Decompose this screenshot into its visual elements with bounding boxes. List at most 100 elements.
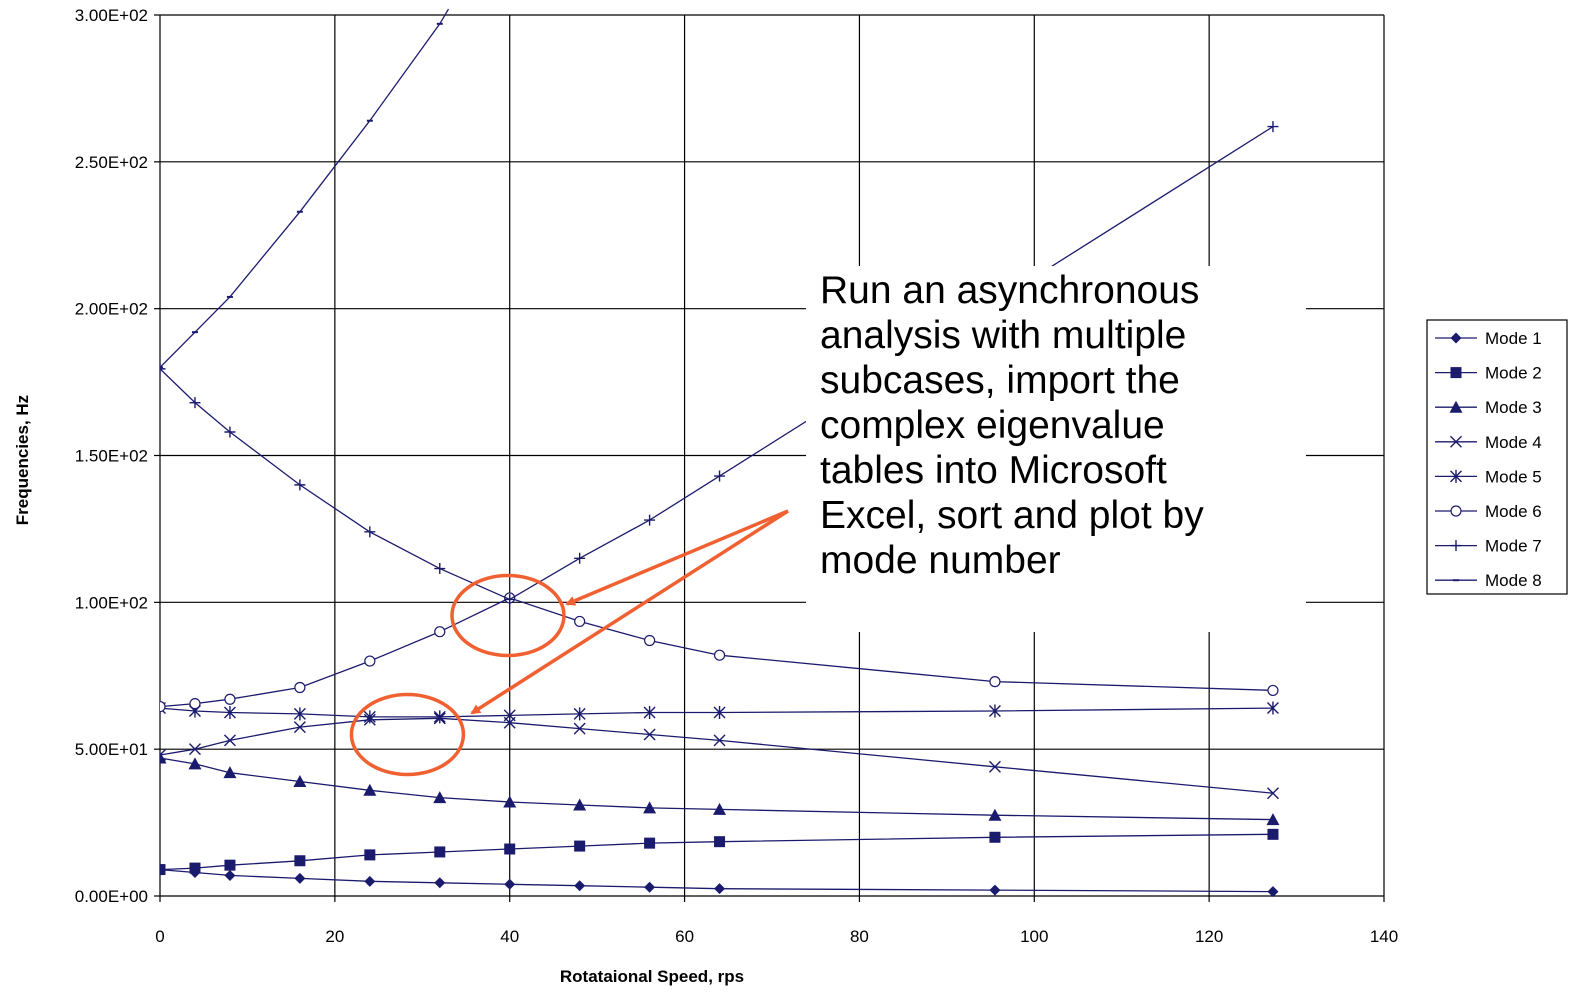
series-line (160, 757, 1274, 821)
legend: Mode 1 Mode 2 Mode 3 Mode 4 Mode 5 Mode 6 Mode… (1426, 319, 1568, 595)
annotation-line: Excel, sort and plot by (820, 494, 1204, 537)
data-point (503, 795, 517, 808)
data-point (714, 883, 726, 895)
data-point (224, 869, 236, 881)
legend-item: Mode 3 (1435, 398, 1542, 417)
series-4 (160, 712, 1279, 800)
y-tick-label: 5.00E+01 (75, 740, 148, 759)
data-point (223, 734, 236, 747)
legend-label: Mode 7 (1485, 537, 1542, 556)
x-tick-label: 100 (1020, 927, 1048, 946)
y-tick-label: 2.50E+02 (75, 153, 148, 172)
annotation-line: complex eigenvalue (820, 404, 1165, 447)
legend-item: Mode 4 (1435, 433, 1542, 452)
legend-item: Mode 8 (1435, 571, 1542, 590)
data-point (294, 681, 306, 694)
data-point (1266, 701, 1279, 715)
data-point (988, 760, 1001, 773)
data-point (434, 846, 446, 858)
legend-item: Mode 5 (1435, 467, 1542, 486)
y-tick-label: 0.00E+00 (75, 887, 148, 906)
data-point (223, 766, 237, 779)
data-point (574, 840, 586, 852)
annotation-line: analysis with multiple (820, 314, 1187, 357)
data-point (433, 791, 447, 804)
legend-item: Mode 6 (1435, 502, 1542, 521)
highlight-ellipse (450, 573, 566, 658)
data-point (294, 855, 306, 867)
data-point (1267, 886, 1279, 898)
highlight-ellipse (349, 692, 466, 777)
data-point (574, 880, 586, 892)
series-5 (160, 701, 1279, 724)
data-point (574, 615, 586, 628)
y-tick-label: 3.00E+02 (75, 6, 148, 25)
legend-label: Mode 2 (1485, 364, 1542, 383)
data-point (989, 676, 1001, 688)
data-point (713, 734, 726, 747)
series-line (160, 8, 450, 368)
data-point (294, 872, 306, 884)
data-point (160, 864, 166, 876)
data-point (573, 722, 586, 735)
data-point (643, 801, 657, 814)
annotation-line: Run an asynchronous (820, 269, 1200, 312)
data-point (224, 426, 236, 438)
data-point (1266, 813, 1280, 826)
tick-labels: 0 20 40 60 80 100 120 140 0.00E+00 5.00E+01 1.00E+… (75, 6, 1398, 946)
x-tick-label: 60 (675, 927, 694, 946)
data-point (160, 751, 167, 764)
legend-label: Mode 5 (1485, 467, 1542, 486)
data-point (643, 728, 656, 741)
legend-label: Mode 3 (1485, 398, 1542, 417)
legend-label: Mode 6 (1485, 502, 1542, 521)
x-tick-label: 40 (500, 927, 519, 946)
x-tick-label: 120 (1195, 927, 1223, 946)
legend-item: Mode 7 (1435, 537, 1542, 556)
data-point (1267, 121, 1279, 133)
y-axis-title: Frequencies, Hz (13, 395, 32, 525)
data-point (713, 649, 726, 661)
data-point (434, 626, 446, 638)
data-point (989, 884, 1001, 896)
legend-label: Mode 8 (1485, 571, 1542, 590)
data-point (223, 705, 236, 719)
legend-marker (1450, 505, 1462, 517)
legend-label: Mode 1 (1485, 329, 1542, 348)
data-point (189, 698, 201, 710)
data-point (294, 479, 306, 491)
data-point (224, 859, 236, 871)
data-point (364, 655, 376, 667)
data-point (504, 843, 516, 855)
data-point (293, 721, 306, 734)
series-8 (160, 8, 450, 369)
data-point (188, 743, 201, 756)
data-point (293, 774, 307, 787)
data-point (988, 704, 1001, 718)
data-point (188, 757, 202, 770)
data-point (1267, 684, 1279, 697)
legend-marker (1450, 469, 1462, 483)
data-point (434, 563, 446, 575)
data-point (364, 526, 376, 538)
data-point (989, 831, 1001, 843)
legend-box (1426, 319, 1568, 595)
legend-item: Mode 1 (1435, 329, 1542, 348)
legend-marker (1450, 332, 1462, 344)
legend-marker (1450, 367, 1462, 379)
data-point (293, 707, 306, 721)
x-tick-label: 140 (1370, 927, 1398, 946)
data-point (363, 783, 377, 796)
data-point (189, 397, 201, 409)
annotation-callout: Run an asynchronous analysis with multip… (806, 266, 1306, 632)
annotation-line: tables into Microsoft (820, 449, 1167, 492)
data-point (433, 710, 446, 724)
data-point (160, 749, 166, 762)
legend-marker (1450, 540, 1462, 552)
y-tick-label: 2.00E+02 (75, 300, 148, 319)
y-tick-label: 1.50E+02 (75, 447, 148, 466)
data-point (713, 802, 727, 815)
data-point (363, 710, 376, 724)
